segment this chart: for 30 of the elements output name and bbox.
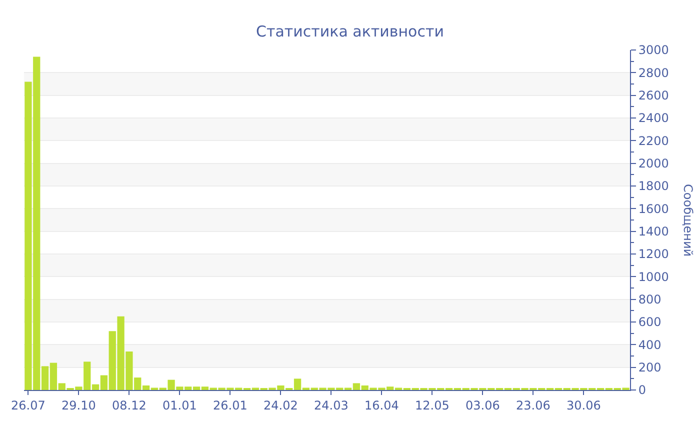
x-tick-label: 08.12: [112, 398, 146, 412]
chart-title: Статистика активности: [256, 22, 444, 40]
y-tick-label: 2000: [638, 156, 669, 171]
x-tick-label: 29.10: [62, 398, 96, 412]
y-tick-label: 2600: [638, 88, 669, 103]
y-axis-title: Сообщений: [681, 184, 695, 257]
x-tick-label: 26.07: [11, 398, 46, 412]
x-tick-label: 24.03: [314, 398, 348, 412]
y-tick-label: 3000: [638, 43, 669, 58]
x-tick-label: 26.01: [213, 398, 248, 412]
y-tick-label: 2400: [638, 111, 669, 126]
y-tick-label: 2800: [638, 66, 669, 80]
y-tick-label: 600: [638, 315, 662, 330]
x-tick-label: 30.06: [566, 398, 601, 412]
x-tick-label: 23.06: [516, 398, 550, 412]
y-tick-label: 0: [638, 383, 646, 398]
y-tick-label: 1600: [638, 202, 669, 216]
y-tick-label: 1200: [638, 247, 669, 262]
x-tick-label: 03.06: [466, 398, 500, 412]
y-tick-label: 2200: [638, 134, 669, 148]
y-tick-label: 200: [638, 360, 662, 375]
y-tick-label: 400: [638, 338, 662, 352]
x-tick-label: 16.04: [364, 398, 399, 412]
x-tick-label: 01.01: [162, 398, 197, 412]
y-tick-label: 800: [638, 292, 662, 307]
y-tick-label: 1800: [638, 179, 669, 194]
y-tick-label: 1000: [638, 270, 669, 284]
x-tick-label: 24.02: [264, 398, 298, 412]
y-tick-label: 1400: [638, 224, 669, 239]
x-tick-label: 12.05: [415, 398, 450, 412]
